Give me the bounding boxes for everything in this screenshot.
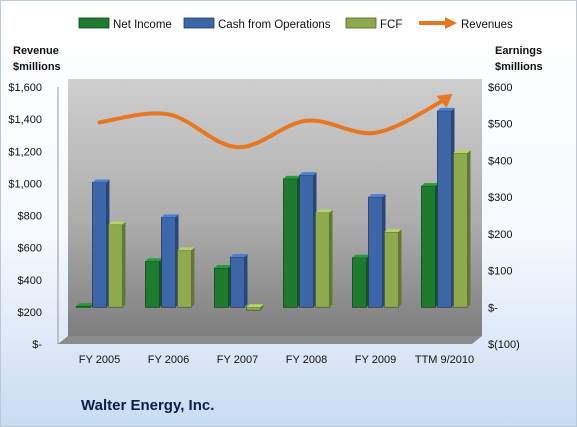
bar [299, 174, 314, 308]
bar [108, 224, 123, 308]
bar [92, 182, 107, 308]
bar [283, 178, 298, 308]
x-tick-label: FY 2006 [148, 354, 189, 366]
left-tick-label: $200 [18, 307, 42, 319]
bar [230, 256, 245, 308]
left-tick-label: $400 [18, 275, 42, 287]
legend-swatch [78, 17, 110, 29]
x-tick-label: TTM 9/2010 [415, 354, 474, 366]
bar [352, 257, 367, 308]
bar-top [108, 221, 126, 225]
bar-top [161, 214, 179, 218]
bar-top [453, 150, 471, 154]
bar-top [92, 179, 110, 183]
legend-swatch [445, 17, 457, 29]
left-tick-label: $600 [18, 243, 42, 255]
left-tick-label: $- [32, 339, 42, 351]
bar [246, 306, 261, 311]
bar-top [177, 247, 195, 251]
right-axis-title: Earnings [495, 45, 542, 57]
bar-top [283, 175, 301, 179]
bar-top [145, 258, 163, 262]
bar [76, 305, 91, 308]
bar-side [122, 221, 126, 308]
bar-side [329, 209, 333, 308]
bar-top [76, 303, 94, 307]
right-tick-label: $600 [488, 82, 512, 94]
bar-top [352, 254, 370, 258]
legend-label: Cash from Operations [218, 19, 331, 31]
left-tick-label: $800 [18, 211, 42, 223]
right-tick-label: $500 [488, 119, 512, 131]
bar [145, 260, 160, 308]
left-tick-label: $1,200 [8, 146, 42, 158]
left-tick-label: $1,400 [8, 114, 42, 126]
right-axis-title: $millions [495, 61, 543, 73]
bar-top [437, 107, 455, 111]
right-tick-label: $100 [488, 266, 512, 278]
right-tick-label: $400 [488, 155, 512, 167]
bar [214, 267, 229, 308]
legend-label: Net Income [113, 19, 172, 31]
bar [368, 196, 383, 308]
left-tick-label: $1,600 [8, 82, 42, 94]
bar [421, 185, 436, 308]
bar-side [260, 304, 264, 311]
left-tick-label: $1,000 [8, 178, 42, 190]
company-name: Walter Energy, Inc. [81, 397, 215, 414]
bar [161, 216, 176, 308]
right-tick-label: $200 [488, 229, 512, 241]
x-tick-label: FY 2007 [217, 354, 258, 366]
x-tick-label: FY 2009 [355, 354, 396, 366]
bar [384, 231, 399, 308]
bar-side [244, 253, 248, 308]
legend-swatch [345, 17, 377, 29]
bar-side [191, 247, 195, 308]
right-tick-label: $(100) [488, 339, 520, 351]
plot-floor [58, 336, 482, 344]
bar [177, 249, 192, 308]
revenue-arrowhead [436, 93, 453, 108]
right-tick-label: $- [488, 302, 498, 314]
bar-top [421, 183, 439, 187]
bar-top [315, 209, 333, 213]
bar-side [398, 229, 402, 308]
left-axis-title: $millions [13, 61, 61, 73]
legend-label: FCF [380, 19, 402, 31]
bar-top [246, 304, 264, 308]
plot-wall [68, 79, 482, 336]
legend-label: Revenues [461, 19, 513, 31]
left-axis-title: Revenue [13, 45, 59, 57]
x-tick-label: FY 2008 [286, 354, 327, 366]
bar-top [214, 265, 232, 269]
bar-top [368, 194, 386, 198]
bar-side [467, 150, 471, 308]
bar [315, 212, 330, 308]
bar-top [384, 229, 402, 233]
revenue-line [97, 97, 447, 150]
bar-top [299, 172, 317, 176]
bar [453, 152, 468, 308]
x-tick-label: FY 2005 [79, 354, 120, 366]
bar-top [230, 253, 248, 257]
legend-swatch [183, 17, 215, 29]
bar [437, 110, 452, 308]
right-tick-label: $300 [488, 192, 512, 204]
